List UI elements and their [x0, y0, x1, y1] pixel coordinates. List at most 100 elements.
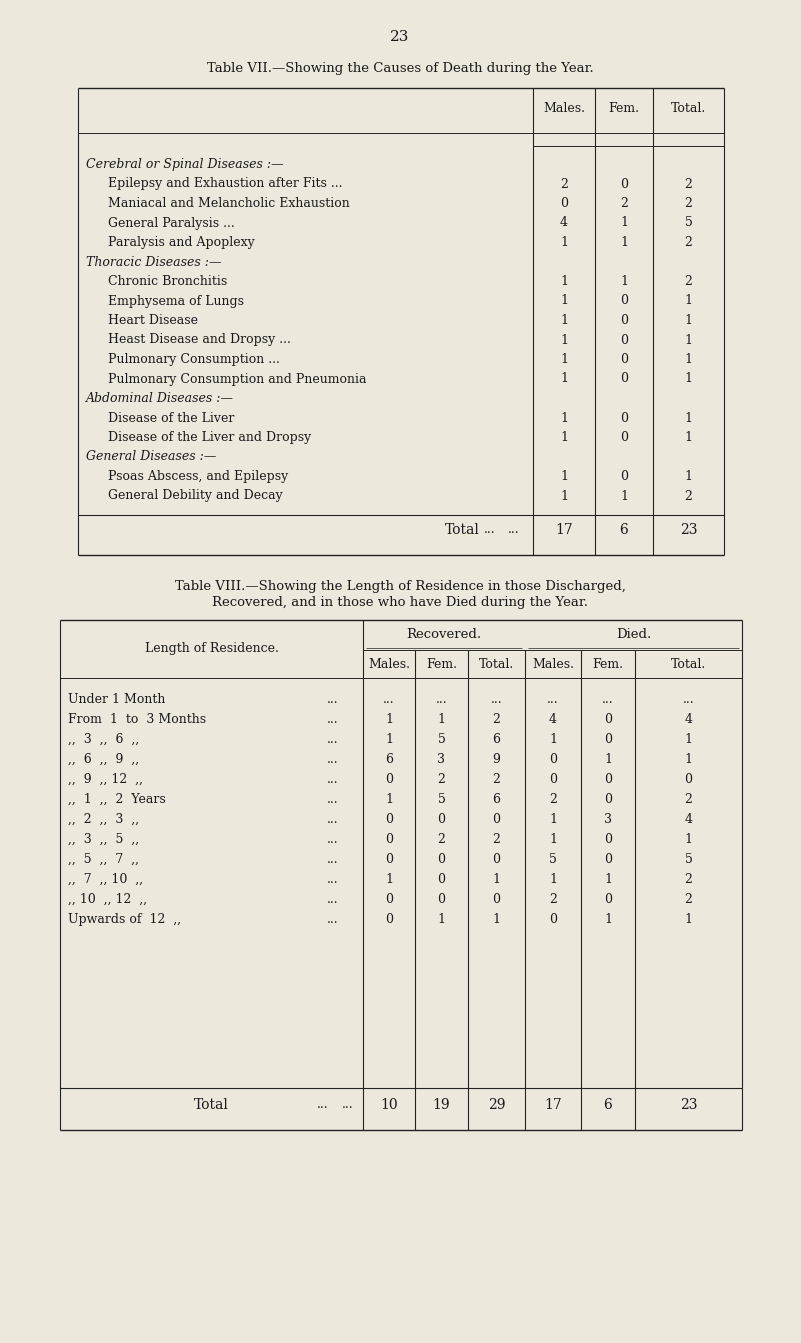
Text: 2: 2 [549, 893, 557, 907]
Text: 1: 1 [560, 489, 568, 502]
Text: 17: 17 [555, 522, 573, 537]
Text: Paralysis and Apoplexy: Paralysis and Apoplexy [108, 236, 255, 248]
Text: 0: 0 [620, 411, 628, 424]
Text: Table VIII.—Showing the Length of Residence in those Discharged,: Table VIII.—Showing the Length of Reside… [175, 580, 626, 594]
Text: 4: 4 [560, 216, 568, 230]
Text: 0: 0 [385, 813, 393, 826]
Text: 1: 1 [385, 873, 393, 886]
Text: 4: 4 [685, 813, 693, 826]
Text: Total.: Total. [479, 658, 514, 672]
Text: 5: 5 [685, 216, 692, 230]
Text: ...: ... [327, 713, 339, 727]
Text: ...: ... [327, 913, 339, 927]
Text: ...: ... [327, 774, 339, 786]
Text: 1: 1 [549, 833, 557, 846]
Text: Males.: Males. [532, 658, 574, 672]
Text: ,,  3  ,,  5  ,,: ,, 3 ,, 5 ,, [68, 833, 139, 846]
Text: Males.: Males. [368, 658, 410, 672]
Text: Recovered.: Recovered. [406, 629, 481, 641]
Text: 1: 1 [604, 873, 612, 886]
Text: 1: 1 [493, 913, 501, 927]
Text: 0: 0 [437, 873, 445, 886]
Text: 1: 1 [620, 489, 628, 502]
Text: 0: 0 [685, 774, 693, 786]
Text: General Diseases :—: General Diseases :— [86, 450, 216, 463]
Text: 0: 0 [620, 294, 628, 308]
Text: 0: 0 [560, 197, 568, 210]
Text: 5: 5 [437, 733, 445, 745]
Text: 1: 1 [560, 470, 568, 483]
Text: Total.: Total. [671, 102, 706, 115]
Text: 9: 9 [493, 753, 501, 766]
Text: 1: 1 [560, 411, 568, 424]
Text: ...: ... [327, 753, 339, 766]
Text: ,,  2  ,,  3  ,,: ,, 2 ,, 3 ,, [68, 813, 139, 826]
Text: 1: 1 [385, 733, 393, 745]
Text: ,,  1  ,,  2  Years: ,, 1 ,, 2 Years [68, 792, 166, 806]
Text: Maniacal and Melancholic Exhaustion: Maniacal and Melancholic Exhaustion [108, 197, 350, 210]
Text: ...: ... [436, 693, 447, 706]
Text: ...: ... [327, 873, 339, 886]
Text: 1: 1 [560, 314, 568, 326]
Text: 6: 6 [620, 522, 628, 537]
Text: ...: ... [383, 693, 395, 706]
Text: 1: 1 [620, 216, 628, 230]
Text: 0: 0 [437, 813, 445, 826]
Text: 0: 0 [385, 833, 393, 846]
Text: General Paralysis ...: General Paralysis ... [108, 216, 235, 230]
Text: 0: 0 [620, 353, 628, 367]
Text: Fem.: Fem. [593, 658, 623, 672]
Text: Fem.: Fem. [609, 102, 639, 115]
Text: 1: 1 [685, 372, 693, 385]
Text: 2: 2 [493, 833, 501, 846]
Text: ...: ... [547, 693, 559, 706]
Text: 1: 1 [685, 833, 693, 846]
Text: 0: 0 [385, 853, 393, 866]
Text: ...: ... [484, 522, 496, 536]
Text: 1: 1 [560, 294, 568, 308]
Text: From  1  to  3 Months: From 1 to 3 Months [68, 713, 206, 727]
Text: Psoas Abscess, and Epilepsy: Psoas Abscess, and Epilepsy [108, 470, 288, 483]
Text: Fem.: Fem. [426, 658, 457, 672]
Text: ...: ... [508, 522, 520, 536]
Text: 0: 0 [620, 372, 628, 385]
Text: ...: ... [327, 833, 339, 846]
Text: Thoracic Diseases :—: Thoracic Diseases :— [86, 255, 222, 269]
Text: 23: 23 [390, 30, 409, 44]
Text: 29: 29 [488, 1099, 505, 1112]
Text: 6: 6 [493, 792, 501, 806]
Text: 5: 5 [549, 853, 557, 866]
Text: 0: 0 [604, 853, 612, 866]
Text: 10: 10 [380, 1099, 398, 1112]
Text: Total: Total [194, 1099, 229, 1112]
Text: Cerebral or Spinal Diseases :—: Cerebral or Spinal Diseases :— [86, 158, 284, 171]
Text: Disease of the Liver: Disease of the Liver [108, 411, 235, 424]
Text: 0: 0 [620, 314, 628, 326]
Text: 2: 2 [437, 774, 445, 786]
Text: Total: Total [445, 522, 480, 537]
Text: 0: 0 [493, 813, 501, 826]
Text: 2: 2 [685, 792, 692, 806]
Text: 0: 0 [604, 792, 612, 806]
Text: 0: 0 [549, 913, 557, 927]
Text: 2: 2 [685, 275, 692, 287]
Text: 1: 1 [560, 236, 568, 248]
Text: 1: 1 [437, 713, 445, 727]
Text: 2: 2 [685, 873, 692, 886]
Text: 6: 6 [493, 733, 501, 745]
Text: 2: 2 [437, 833, 445, 846]
Text: ...: ... [327, 733, 339, 745]
Text: 1: 1 [685, 431, 693, 445]
Text: ...: ... [327, 813, 339, 826]
Text: 1: 1 [685, 411, 693, 424]
Text: 0: 0 [604, 713, 612, 727]
Text: ...: ... [327, 792, 339, 806]
Text: 0: 0 [604, 774, 612, 786]
Text: 1: 1 [685, 314, 693, 326]
Text: 0: 0 [604, 733, 612, 745]
Text: 1: 1 [560, 431, 568, 445]
Text: 0: 0 [549, 753, 557, 766]
Text: 23: 23 [680, 1099, 697, 1112]
Text: ...: ... [342, 1099, 354, 1111]
Text: 0: 0 [385, 913, 393, 927]
